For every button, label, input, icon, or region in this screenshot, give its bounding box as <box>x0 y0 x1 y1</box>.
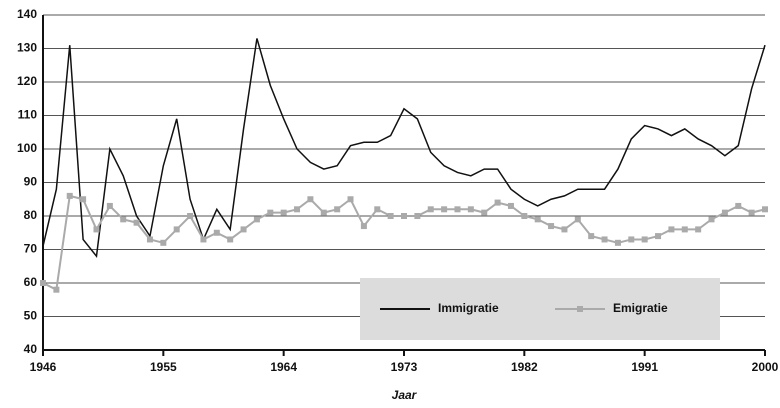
series-marker <box>454 206 461 213</box>
series-marker <box>414 213 421 219</box>
legend-label: Emigratie <box>613 301 668 315</box>
series-marker <box>374 206 381 213</box>
series-marker <box>401 213 407 219</box>
series-marker <box>106 202 113 209</box>
series-marker <box>735 202 742 209</box>
y-tick-label: 110 <box>18 108 38 122</box>
series-marker <box>441 206 448 213</box>
legend-label: Immigratie <box>438 301 499 315</box>
series-marker <box>387 213 394 219</box>
series-marker <box>307 196 314 203</box>
series-marker <box>601 236 608 243</box>
series-marker <box>494 199 501 206</box>
series-marker <box>187 213 194 219</box>
series-marker <box>227 236 234 243</box>
y-tick-label: 50 <box>24 309 38 323</box>
y-tick-label: 80 <box>24 208 38 222</box>
series-marker <box>347 196 354 203</box>
y-tick-label: 120 <box>17 74 37 88</box>
series-marker <box>481 209 488 216</box>
series-marker <box>334 206 341 213</box>
series-marker <box>748 209 755 216</box>
series-marker <box>133 219 140 226</box>
x-tick-label: 2000 <box>752 360 779 374</box>
series-marker <box>427 206 434 213</box>
y-tick-label: 90 <box>24 175 38 189</box>
series-marker <box>521 213 528 219</box>
series-marker <box>588 233 595 240</box>
series-marker <box>548 223 555 230</box>
series-marker <box>146 236 153 243</box>
series-marker <box>160 239 167 246</box>
series-marker <box>655 233 662 240</box>
series-marker <box>762 206 768 213</box>
x-tick-label: 1946 <box>30 360 57 374</box>
series-line <box>42 194 766 292</box>
series-marker <box>267 209 274 216</box>
series-marker <box>53 286 60 293</box>
y-tick-label: 70 <box>24 242 38 256</box>
series-marker <box>708 216 715 223</box>
series-marker <box>721 209 728 216</box>
series-marker <box>681 226 688 233</box>
series-marker <box>240 226 247 233</box>
y-tick-label: 140 <box>17 7 37 21</box>
series-marker <box>80 196 87 203</box>
series-marker <box>628 236 635 243</box>
series-marker <box>93 226 100 233</box>
y-tick-label: 60 <box>24 275 38 289</box>
series-line <box>42 38 766 259</box>
series-marker <box>173 226 180 233</box>
series-marker <box>66 192 73 199</box>
series-marker <box>40 280 46 286</box>
y-tick-label: 40 <box>24 342 38 356</box>
legend-marker <box>577 306 583 312</box>
x-tick-label: 1955 <box>150 360 177 374</box>
y-tick-label: 100 <box>17 141 37 155</box>
series-marker <box>668 226 675 233</box>
series-marker <box>360 223 367 230</box>
series-marker <box>294 206 301 213</box>
series-marker <box>200 236 207 243</box>
series-marker <box>641 236 648 243</box>
series-marker <box>280 209 287 216</box>
series-marker <box>253 216 260 223</box>
x-tick-label: 1991 <box>631 360 658 374</box>
series-marker <box>213 229 220 236</box>
series-marker <box>574 216 581 223</box>
series-marker <box>467 206 474 213</box>
x-tick-label: 1982 <box>511 360 538 374</box>
series-marker <box>507 202 514 209</box>
x-tick-label: 1973 <box>391 360 418 374</box>
x-tick-label: 1964 <box>270 360 297 374</box>
series-marker <box>695 226 702 233</box>
series-marker <box>320 209 327 216</box>
series-marker <box>614 239 621 246</box>
series-marker <box>120 216 127 223</box>
y-tick-label: 130 <box>17 41 37 55</box>
series-marker <box>561 226 568 233</box>
x-axis-label: Jaar <box>392 388 418 402</box>
series-marker <box>534 216 541 223</box>
